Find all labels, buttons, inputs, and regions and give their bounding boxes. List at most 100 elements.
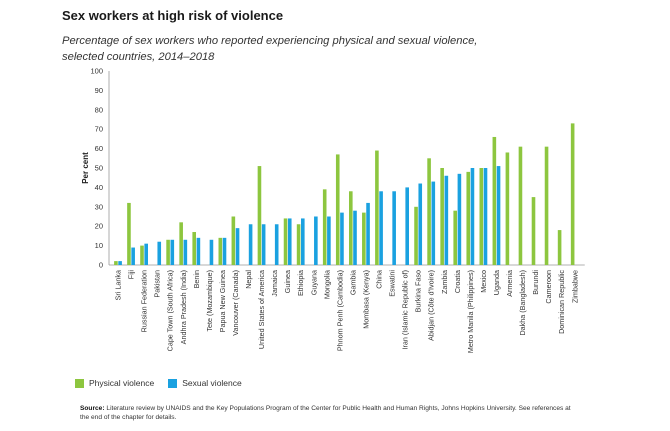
- bar-physical-31: [518, 146, 523, 265]
- bar-sexual-25: [444, 175, 449, 265]
- bar-sexual-22: [405, 187, 409, 265]
- source-label: Source:: [80, 405, 105, 412]
- bar-sexual-6: [196, 237, 201, 265]
- x-tick-label: Zambia: [440, 270, 449, 294]
- bar-physical-16: [322, 189, 327, 265]
- bar-sexual-7: [209, 239, 214, 265]
- bar-physical-4: [166, 239, 170, 265]
- bar-sexual-16: [327, 216, 331, 265]
- legend-item-physical: Physical violence: [75, 378, 154, 388]
- bar-sexual-20: [379, 191, 383, 265]
- x-tick-label: Phnom Penh (Cambodia): [335, 270, 344, 351]
- x-tick-label: Iran (Islamic Republic of): [401, 270, 410, 350]
- bar-sexual-18: [353, 210, 357, 265]
- bar-physical-17: [335, 154, 340, 265]
- bar-physical-30: [505, 152, 510, 265]
- x-tick-label: Burkina Faso: [414, 270, 423, 312]
- y-tick-label: 70: [95, 125, 103, 134]
- x-tick-label: Eswatini: [388, 270, 397, 297]
- x-tick-label: Jamaica: [270, 270, 279, 297]
- bar-sexual-17: [340, 212, 344, 265]
- bar-physical-35: [570, 123, 575, 265]
- bar-sexual-19: [366, 202, 370, 265]
- x-tick-label: Cape Town (South Africa): [166, 270, 175, 351]
- bar-sexual-2: [144, 243, 148, 265]
- legend-swatch-sexual: [168, 378, 178, 388]
- bar-sexual-27: [470, 168, 475, 265]
- x-tick-label: Uganda: [492, 270, 501, 295]
- chart-title: Sex workers at high risk of violence: [62, 8, 284, 23]
- bar-sexual-14: [301, 218, 305, 265]
- bar-physical-6: [192, 232, 196, 265]
- bar-physical-34: [557, 230, 562, 265]
- y-tick-label: 60: [95, 144, 103, 153]
- bar-physical-27: [466, 171, 471, 265]
- bar-physical-19: [362, 212, 366, 265]
- x-tick-label: Armenia: [505, 270, 514, 297]
- y-tick-label: 90: [95, 86, 103, 95]
- bar-sexual-5: [183, 239, 188, 265]
- legend-label-sexual: Sexual violence: [182, 378, 242, 388]
- bar-sexual-4: [170, 239, 175, 265]
- bar-physical-13: [283, 218, 288, 265]
- bar-sexual-29: [496, 166, 501, 265]
- x-tick-label: Cameroon: [544, 270, 553, 304]
- x-tick-label: United States of America: [257, 270, 266, 349]
- bar-physical-20: [375, 150, 379, 265]
- x-tick-label: Tete (Mozambique): [205, 270, 214, 332]
- bar-sexual-15: [314, 216, 318, 265]
- bar-sexual-0: [118, 261, 122, 265]
- bar-sexual-8: [222, 237, 227, 265]
- legend: Physical violence Sexual violence: [75, 378, 256, 388]
- x-tick-label: Dakha (Bangladesh): [518, 270, 527, 336]
- y-tick-label: 20: [95, 222, 103, 231]
- bar-physical-24: [427, 158, 431, 265]
- x-tick-label: Burundi: [531, 270, 540, 295]
- bar-physical-1: [127, 202, 131, 265]
- source-note: Source: Literature review by UNAIDS and …: [80, 404, 580, 422]
- bar-physical-14: [296, 224, 301, 265]
- x-tick-label: Gambia: [348, 270, 357, 295]
- x-tick-label: Nepal: [244, 270, 253, 289]
- y-tick-label: 10: [95, 241, 103, 250]
- bar-sexual-13: [287, 218, 292, 265]
- y-tick-label: 50: [95, 164, 103, 173]
- x-axis-labels: Sri Lanka Fiji Russian Federation Pakistan C…: [114, 270, 580, 353]
- bar-physical-32: [531, 197, 536, 265]
- legend-label-physical: Physical violence: [89, 378, 155, 388]
- bar-sexual-26: [457, 173, 462, 265]
- bar-sexual-23: [418, 183, 423, 265]
- x-tick-label: Abidjan (Côte d'Ivoire): [427, 270, 436, 341]
- bars: [114, 123, 575, 265]
- x-tick-label: Russian Federation: [140, 270, 149, 332]
- bar-physical-29: [492, 136, 497, 265]
- x-tick-label: Benin: [192, 270, 201, 288]
- legend-item-sexual: Sexual violence: [168, 378, 242, 388]
- x-tick-label: Guinea: [283, 270, 292, 293]
- bar-sexual-11: [261, 224, 266, 265]
- source-text: Literature review by UNAIDS and the Key …: [80, 405, 571, 421]
- x-tick-label: Zimbabwe: [570, 270, 579, 303]
- x-tick-label: Fiji: [127, 270, 136, 280]
- y-tick-label: 80: [95, 105, 103, 114]
- bar-physical-33: [544, 146, 549, 265]
- y-tick-label: 30: [95, 202, 103, 211]
- bar-sexual-3: [157, 241, 162, 265]
- bar-sexual-1: [131, 247, 135, 265]
- bar-sexual-28: [483, 168, 488, 265]
- x-tick-label: Ethiopia: [296, 270, 305, 296]
- bar-physical-18: [349, 191, 353, 265]
- x-tick-label: Pakistan: [153, 270, 162, 298]
- bar-sexual-9: [235, 228, 240, 265]
- bar-physical-28: [479, 168, 484, 265]
- bar-physical-9: [231, 216, 236, 265]
- bar-sexual-12: [274, 224, 279, 265]
- bar-physical-11: [257, 166, 262, 265]
- x-tick-label: Sri Lanka: [114, 270, 123, 300]
- y-tick-label: 100: [90, 67, 103, 76]
- bar-physical-5: [179, 222, 183, 265]
- bar-physical-8: [218, 237, 223, 265]
- chart-subtitle: Percentage of sex workers who reported e…: [62, 35, 478, 63]
- legend-swatch-physical: [75, 378, 84, 388]
- x-tick-label: Vancouver (Canada): [231, 270, 240, 336]
